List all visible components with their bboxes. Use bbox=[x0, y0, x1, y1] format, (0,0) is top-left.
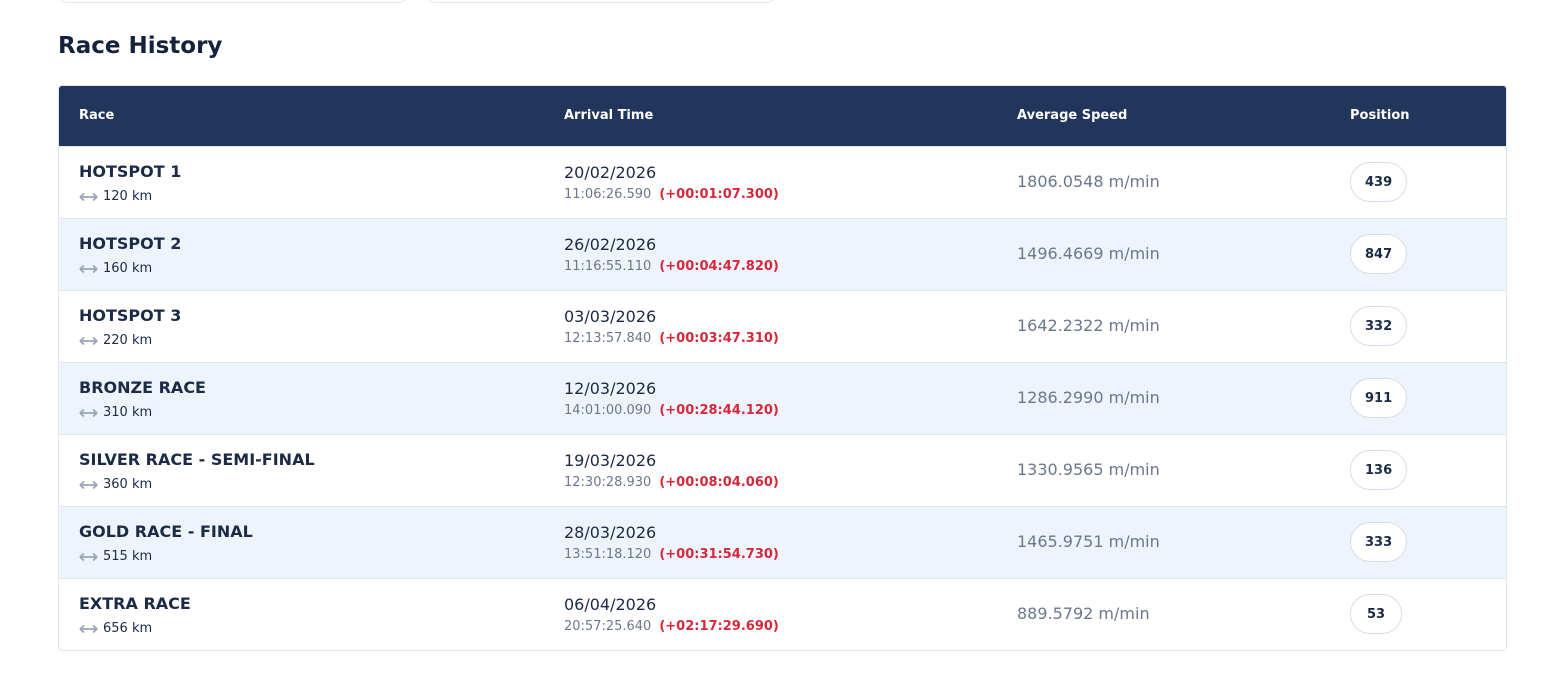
table-row: BRONZE RACE 310 km 12/03/2026 14:01:00.090 (… bbox=[59, 362, 1506, 434]
arrival-time: 12:13:57.840 (+00:03:47.310) bbox=[564, 331, 779, 346]
column-header: Race bbox=[79, 108, 115, 123]
race-distance: 310 km bbox=[79, 405, 152, 420]
arrival-date: 06/04/2026 bbox=[564, 595, 657, 614]
distance-text: 310 km bbox=[103, 405, 153, 420]
distance-icon bbox=[79, 408, 98, 417]
table-row: EXTRA RACE 656 km 06/04/2026 20:57:25.640 (+… bbox=[59, 578, 1506, 650]
arrival-time: 12:30:28.930 (+00:08:04.060) bbox=[564, 475, 779, 490]
column-header: Arrival Time bbox=[564, 108, 654, 123]
table-header: Race Arrival Time Average Speed Position bbox=[59, 86, 1506, 146]
arrival-date: 26/02/2026 bbox=[564, 235, 657, 254]
arrival-clock: 11:16:55.110 bbox=[564, 259, 652, 274]
race-name: GOLD RACE - FINAL bbox=[79, 522, 253, 541]
position-badge: 332 bbox=[1350, 306, 1408, 346]
arrival-clock: 11:06:26.590 bbox=[564, 187, 652, 202]
table-row: GOLD RACE - FINAL 515 km 28/03/2026 13:51:1… bbox=[59, 506, 1506, 578]
time-delta: (+02:17:29.690) bbox=[659, 619, 779, 634]
race-name: HOTSPOT 2 bbox=[79, 234, 182, 253]
race-name: HOTSPOT 3 bbox=[79, 306, 182, 325]
table-row: HOTSPOT 1 120 km 20/02/2026 11:06:26.590 (+0… bbox=[59, 146, 1506, 218]
arrival-clock: 20:57:25.640 bbox=[564, 619, 652, 634]
race-name: SILVER RACE - SEMI-FINAL bbox=[79, 450, 315, 469]
race-distance: 656 km bbox=[79, 621, 152, 636]
arrival-clock: 12:30:28.930 bbox=[564, 475, 652, 490]
arrival-clock: 14:01:00.090 bbox=[564, 403, 652, 418]
table-row: HOTSPOT 3 220 km 03/03/2026 12:13:57.840 (+0… bbox=[59, 290, 1506, 362]
distance-icon bbox=[79, 264, 98, 273]
arrival-date: 20/02/2026 bbox=[564, 163, 657, 182]
race-name: BRONZE RACE bbox=[79, 378, 206, 397]
table-row: SILVER RACE - SEMI-FINAL 360 km 19/03/2026… bbox=[59, 434, 1506, 506]
arrival-date: 12/03/2026 bbox=[564, 379, 657, 398]
table-row: HOTSPOT 2 160 km 26/02/2026 11:16:55.110 (+0… bbox=[59, 218, 1506, 290]
distance-text: 120 km bbox=[103, 189, 153, 204]
arrival-clock: 13:51:18.120 bbox=[564, 547, 652, 562]
card-stub bbox=[58, 0, 408, 3]
time-delta: (+00:31:54.730) bbox=[659, 547, 779, 562]
distance-icon bbox=[79, 552, 98, 561]
average-speed: 1286.2990 m/min bbox=[1017, 388, 1160, 407]
average-speed: 889.5792 m/min bbox=[1017, 604, 1150, 623]
average-speed: 1496.4669 m/min bbox=[1017, 244, 1160, 263]
position-badge: 53 bbox=[1350, 594, 1402, 634]
arrival-time: 13:51:18.120 (+00:31:54.730) bbox=[564, 547, 779, 562]
section-title: Race History bbox=[58, 33, 223, 59]
distance-text: 515 km bbox=[103, 549, 153, 564]
position-badge: 847 bbox=[1350, 234, 1408, 274]
arrival-date: 28/03/2026 bbox=[564, 523, 657, 542]
average-speed: 1330.9565 m/min bbox=[1017, 460, 1160, 479]
distance-text: 220 km bbox=[103, 333, 153, 348]
distance-icon bbox=[79, 336, 98, 345]
card-stub bbox=[426, 0, 776, 3]
time-delta: (+00:03:47.310) bbox=[659, 331, 779, 346]
time-delta: (+00:08:04.060) bbox=[659, 475, 779, 490]
arrival-clock: 12:13:57.840 bbox=[564, 331, 652, 346]
average-speed: 1465.9751 m/min bbox=[1017, 532, 1160, 551]
position-badge: 136 bbox=[1350, 450, 1408, 490]
race-name: EXTRA RACE bbox=[79, 594, 191, 613]
position-badge: 333 bbox=[1350, 522, 1408, 562]
race-distance: 120 km bbox=[79, 189, 152, 204]
time-delta: (+00:04:47.820) bbox=[659, 259, 779, 274]
arrival-date: 03/03/2026 bbox=[564, 307, 657, 326]
distance-icon bbox=[79, 480, 98, 489]
time-delta: (+00:28:44.120) bbox=[659, 403, 779, 418]
average-speed: 1642.2322 m/min bbox=[1017, 316, 1160, 335]
race-table: Race Arrival Time Average Speed Position… bbox=[58, 85, 1507, 651]
arrival-time: 11:16:55.110 (+00:04:47.820) bbox=[564, 259, 779, 274]
race-distance: 360 km bbox=[79, 477, 152, 492]
distance-text: 360 km bbox=[103, 477, 153, 492]
column-header: Average Speed bbox=[1017, 108, 1128, 123]
position-badge: 439 bbox=[1350, 162, 1408, 202]
position-badge: 911 bbox=[1350, 378, 1408, 418]
arrival-time: 14:01:00.090 (+00:28:44.120) bbox=[564, 403, 779, 418]
arrival-time: 11:06:26.590 (+00:01:07.300) bbox=[564, 187, 779, 202]
average-speed: 1806.0548 m/min bbox=[1017, 172, 1160, 191]
table-body: HOTSPOT 1 120 km 20/02/2026 11:06:26.590 (+0… bbox=[59, 146, 1506, 650]
arrival-date: 19/03/2026 bbox=[564, 451, 657, 470]
distance-icon bbox=[79, 624, 98, 633]
arrival-time: 20:57:25.640 (+02:17:29.690) bbox=[564, 619, 779, 634]
distance-text: 160 km bbox=[103, 261, 153, 276]
distance-icon bbox=[79, 192, 98, 201]
time-delta: (+00:01:07.300) bbox=[659, 187, 779, 202]
race-name: HOTSPOT 1 bbox=[79, 162, 182, 181]
column-header: Position bbox=[1350, 108, 1410, 123]
race-distance: 515 km bbox=[79, 549, 152, 564]
distance-text: 656 km bbox=[103, 621, 153, 636]
race-distance: 160 km bbox=[79, 261, 152, 276]
race-distance: 220 km bbox=[79, 333, 152, 348]
